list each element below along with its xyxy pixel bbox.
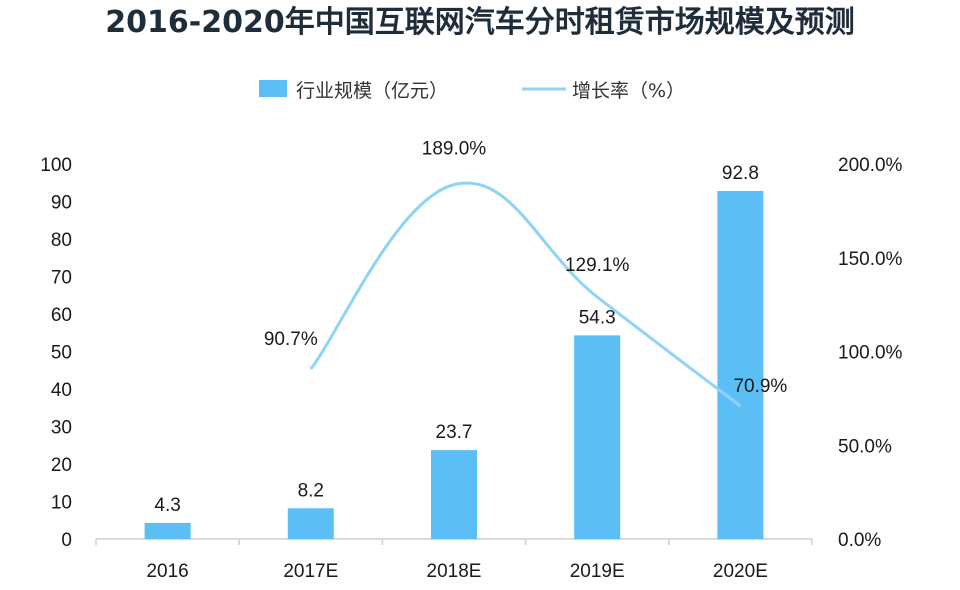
y-left-tick-label: 40: [51, 380, 72, 401]
x-tick-label: 2020E: [713, 561, 768, 582]
bar: [574, 335, 621, 539]
x-axis: 2016 2017E 2018E 2019E 2020E: [95, 539, 813, 582]
y-left-tick-label: 50: [51, 343, 72, 364]
right-axis: 0.0% 50.0% 100.0% 150.0% 200.0%: [838, 155, 903, 551]
bar-value-label: 8.2: [298, 480, 324, 501]
bar: [431, 450, 477, 539]
bar-labels: 4.3 8.2 23.7 54.3 92.8: [154, 163, 759, 516]
legend-bar-swatch: [259, 80, 287, 97]
legend-bar-label: 行业规模（亿元）: [296, 80, 448, 102]
x-tick-label: 2019E: [570, 561, 625, 582]
y-left-tick-label: 60: [51, 305, 72, 326]
bars: [144, 191, 764, 539]
bar-value-label: 54.3: [579, 307, 616, 328]
bar-value-label: 23.7: [436, 422, 473, 443]
y-left-tick-label: 10: [51, 493, 72, 514]
growth-line-group: [309, 181, 742, 408]
y-left-tick-label: 20: [51, 455, 72, 476]
y-right-tick-label: 150.0%: [838, 249, 903, 270]
y-right-tick-label: 200.0%: [838, 155, 903, 176]
x-tick-label: 2016: [146, 561, 188, 582]
growth-value-label: 189.0%: [422, 139, 487, 160]
bar: [144, 522, 191, 539]
y-right-tick-label: 100.0%: [838, 343, 903, 364]
y-right-tick-label: 0.0%: [838, 530, 881, 551]
growth-labels: 90.7% 189.0% 129.1% 70.9%: [264, 139, 788, 397]
left-axis: 0 10 20 30 40 50 60 70 80 90 100: [40, 155, 72, 551]
legend-line-label: 增长率（%）: [572, 80, 685, 102]
bar: [287, 508, 334, 539]
y-left-tick-label: 70: [51, 268, 72, 289]
bar: [717, 191, 764, 539]
y-left-tick-label: 90: [51, 193, 72, 214]
chart-title: 2016-2020年中国互联网汽车分时租赁市场规模及预测: [105, 5, 854, 40]
growth-value-label: 70.9%: [733, 376, 787, 397]
y-left-tick-label: 80: [51, 230, 72, 251]
bar-value-label: 92.8: [722, 163, 759, 184]
y-right-tick-label: 50.0%: [838, 436, 892, 457]
y-left-tick-label: 30: [51, 418, 72, 439]
growth-value-label: 90.7%: [264, 329, 318, 350]
x-tick-label: 2017E: [283, 561, 338, 582]
y-left-tick-label: 100: [40, 155, 72, 176]
x-tick-label: 2018E: [427, 561, 482, 582]
growth-value-label: 129.1%: [565, 255, 630, 276]
legend: 行业规模（亿元） 增长率（%）: [259, 80, 685, 102]
bar-value-label: 4.3: [154, 495, 180, 516]
growth-line: [309, 181, 742, 408]
y-left-tick-label: 0: [61, 530, 72, 551]
